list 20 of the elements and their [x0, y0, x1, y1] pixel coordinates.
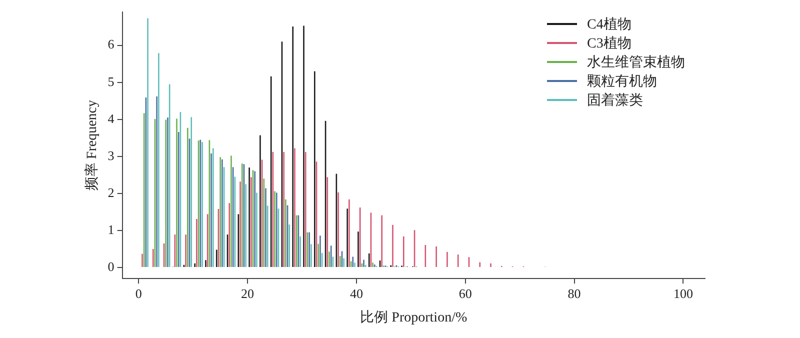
y-tick-label: 4: [108, 110, 115, 126]
x-tick-label: 80: [568, 286, 581, 301]
x-axis-title: 比例 Proportion/%: [360, 309, 468, 326]
legend-label: 水生维管束植物: [587, 54, 685, 71]
x-tick-label: 20: [241, 286, 254, 301]
y-tick-label: 1: [108, 222, 114, 237]
legend-label: 颗粒有机物: [587, 74, 657, 90]
y-tick-label: 5: [108, 74, 114, 89]
legend-label: C4植物: [587, 16, 632, 33]
x-tick-label: 0: [135, 286, 142, 301]
y-tick-label: 2: [108, 184, 114, 200]
x-tick-label: 100: [673, 286, 693, 301]
y-tick-label: 0: [108, 258, 114, 274]
x-tick-label: 60: [458, 286, 472, 301]
y-tick-label: 6: [108, 36, 115, 52]
y-tick-label: 3: [108, 148, 114, 163]
legend-label: 固着藻类: [587, 92, 643, 109]
x-tick-label: 40: [350, 286, 363, 301]
y-axis-title: 频率 Frequency: [84, 100, 100, 191]
legend-label: C3植物: [587, 36, 632, 52]
